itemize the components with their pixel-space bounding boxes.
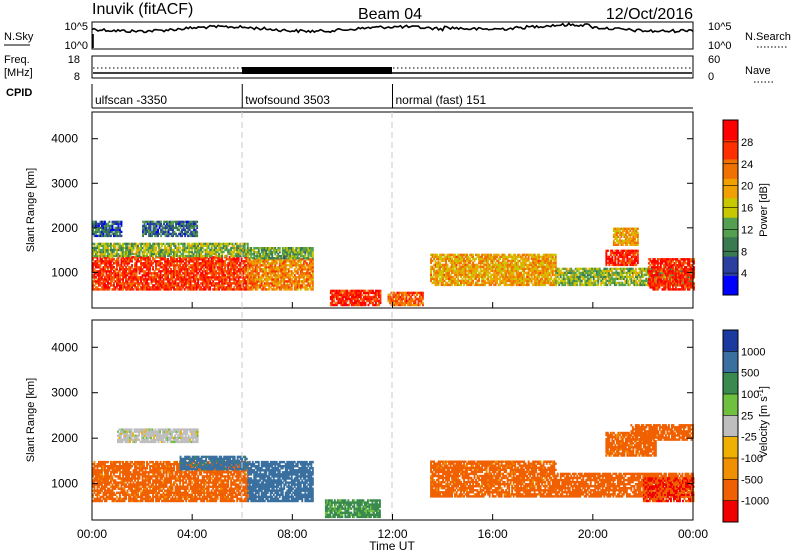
noise-right-tick-bottom: 10^0: [708, 40, 732, 52]
data-cell: [196, 225, 198, 227]
noise-left-label: N.Sky: [4, 31, 34, 43]
freq-left-tick-top: 18: [68, 54, 80, 66]
data-cell: [406, 296, 408, 298]
freq-label-line1: Freq.: [4, 54, 30, 66]
noise-left-tick-top: 10^5: [64, 21, 88, 33]
freq-right-tick-bottom: 0: [708, 71, 714, 83]
data-cell: [94, 243, 96, 245]
data-cell: [422, 302, 424, 304]
noise-left-tick-bottom: 10^0: [64, 40, 88, 52]
data-cell: [422, 292, 424, 294]
freq-panel: [92, 56, 693, 78]
power-data: [92, 221, 695, 306]
data-cell: [109, 221, 111, 223]
station-title: Inuvik (fitACF): [92, 1, 193, 18]
data-cell: [247, 247, 249, 249]
data-cell: [226, 278, 228, 280]
data-cell: [122, 278, 124, 280]
data-cell: [160, 221, 162, 223]
data-cell: [380, 296, 382, 298]
beam-title: Beam 04: [358, 6, 422, 23]
data-cell: [184, 243, 186, 245]
freq-label-line2: [MHz]: [4, 67, 33, 79]
data-cell: [175, 243, 177, 245]
noise-right-tick-top: 10^5: [708, 21, 732, 33]
data-cell: [312, 247, 314, 249]
cpid-label: CPID: [6, 87, 32, 99]
data-cell: [472, 254, 474, 256]
data-cell: [133, 247, 135, 249]
data-cell: [121, 231, 123, 233]
data-cell: [196, 221, 198, 223]
cpid-segment-label: normal (fast) 151: [396, 93, 487, 107]
data-cell: [152, 266, 154, 268]
data-cell: [148, 282, 150, 284]
noise-panel: [92, 22, 693, 49]
date-title: 12/Oct/2016: [606, 6, 693, 23]
noise-sky-line: [92, 23, 693, 32]
data-cell: [380, 290, 382, 292]
cpid-segments: ulfscan -3350 twofsound 3503 normal (fast)…: [92, 84, 693, 108]
nave-label: Nave: [745, 65, 771, 77]
twofsound-freq-block: [242, 67, 392, 74]
data-cell: [279, 247, 281, 249]
freq-right-tick-top: 60: [708, 54, 720, 66]
noise-right-label: N.Search: [745, 31, 791, 43]
data-cell: [447, 264, 449, 266]
data-cell: [422, 296, 424, 298]
cpid-segment-label: twofsound 3503: [245, 93, 330, 107]
data-cell: [131, 264, 133, 266]
data-cell: [312, 278, 314, 280]
data-cell: [555, 254, 557, 256]
data-cell: [121, 221, 123, 223]
cpid-segment-label: ulfscan -3350: [95, 93, 167, 107]
data-cell: [155, 247, 157, 249]
data-cell: [196, 231, 198, 233]
freq-left-tick-bottom: 8: [74, 71, 80, 83]
data-cell: [247, 243, 249, 245]
data-cell: [121, 235, 123, 237]
